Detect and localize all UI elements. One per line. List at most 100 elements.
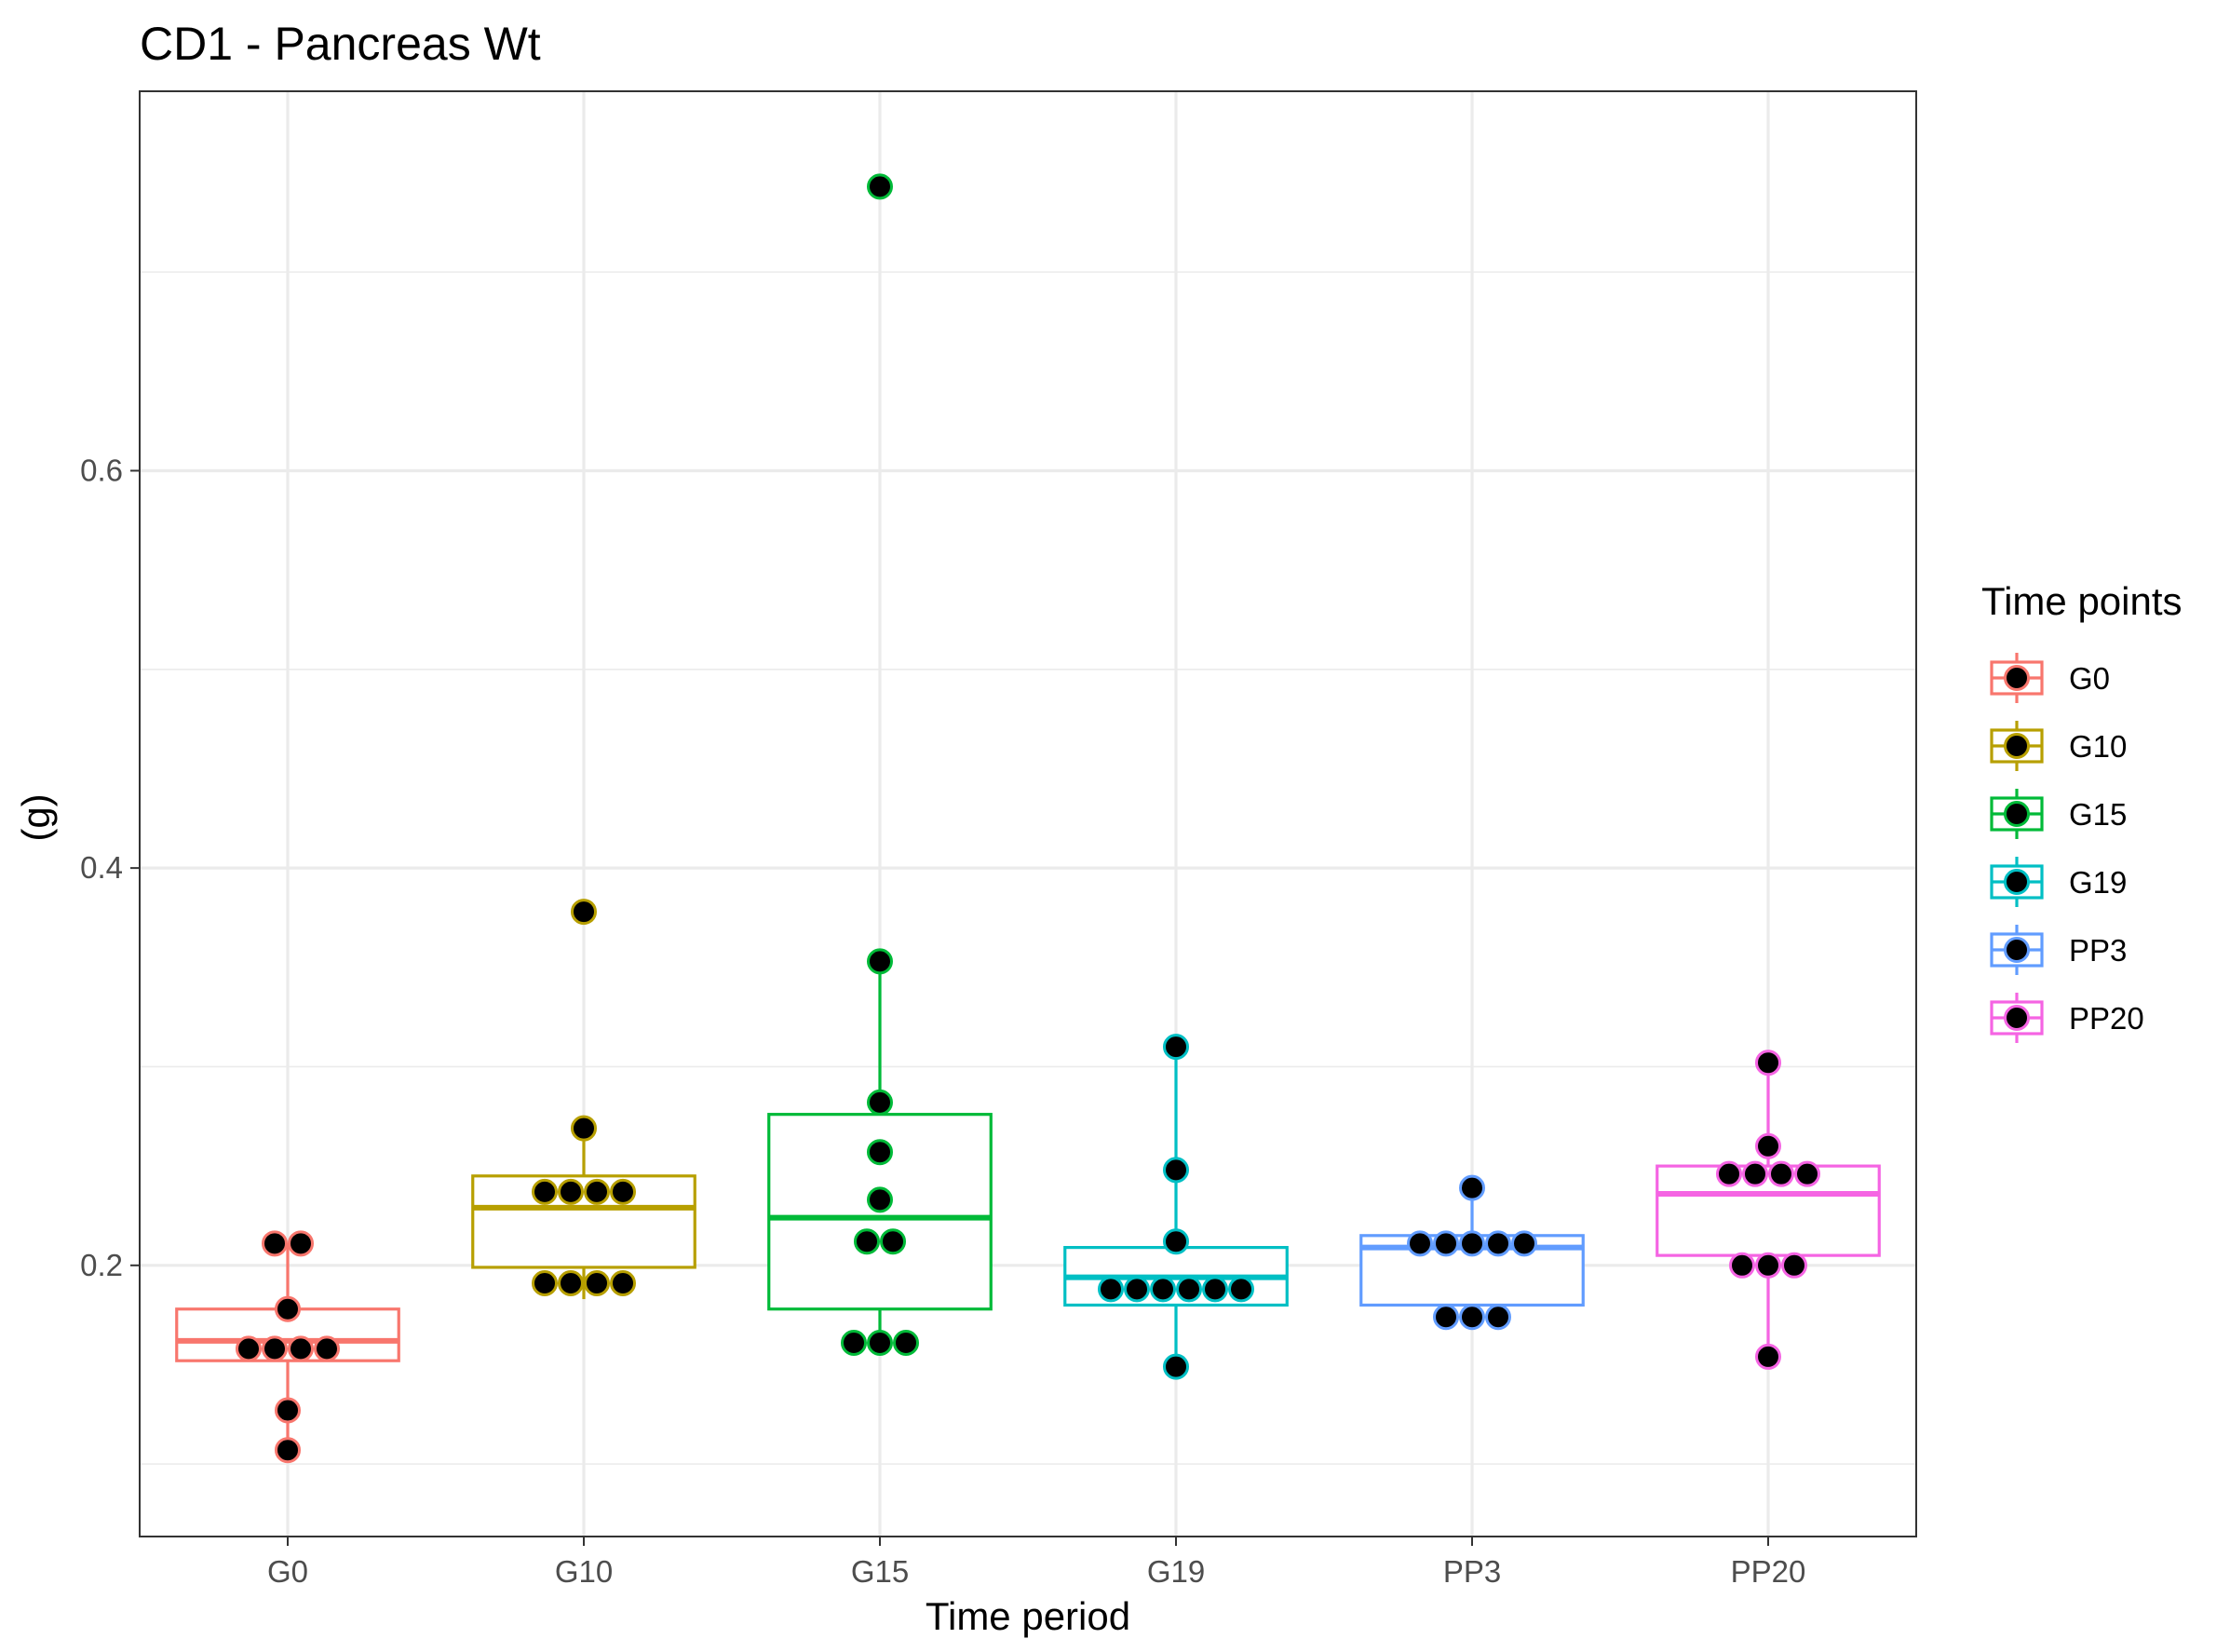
data-point: [1433, 1304, 1459, 1331]
data-point: [610, 1178, 636, 1205]
data-point: [584, 1178, 610, 1205]
data-point: [1781, 1252, 1807, 1279]
data-point: [584, 1270, 610, 1296]
data-point: [1459, 1174, 1485, 1201]
legend-key-point: [2004, 665, 2030, 691]
data-point: [1755, 1252, 1781, 1279]
data-point: [1163, 1353, 1189, 1380]
points-layer: [236, 173, 1820, 1464]
data-point: [1163, 1034, 1189, 1061]
data-point: [558, 1270, 584, 1296]
data-point: [1407, 1230, 1433, 1257]
data-point: [867, 173, 893, 200]
data-point: [867, 1089, 893, 1116]
x-tick-label: PP20: [1731, 1554, 1806, 1589]
data-point: [854, 1228, 880, 1255]
box-PP20: [1656, 1063, 1881, 1357]
legend-label: PP20: [2069, 1001, 2144, 1036]
data-point: [275, 1295, 301, 1322]
legend: Time points G0 G10 G15 G19 PP3 PP20: [1981, 579, 2183, 1043]
data-point: [275, 1397, 301, 1424]
data-point: [880, 1228, 906, 1255]
data-point: [275, 1437, 301, 1464]
data-point: [1729, 1252, 1755, 1279]
plot-panel-border: [139, 90, 1917, 1537]
data-point: [1511, 1230, 1537, 1257]
data-point: [1433, 1230, 1459, 1257]
legend-key-point: [2004, 801, 2030, 827]
legend-item-PP3: PP3: [1990, 925, 2127, 975]
data-point: [1794, 1160, 1820, 1187]
data-point: [867, 1330, 893, 1356]
x-tick-label: G0: [267, 1554, 308, 1589]
data-point: [1228, 1276, 1254, 1303]
data-point: [841, 1330, 867, 1356]
iqr-box: [1656, 1164, 1881, 1257]
data-point: [532, 1178, 558, 1205]
legend-item-G10: G10: [1990, 721, 2127, 771]
data-point: [1755, 1343, 1781, 1370]
legend-item-G15: G15: [1990, 789, 2127, 839]
iqr-box: [471, 1174, 696, 1269]
data-point: [262, 1335, 288, 1362]
data-point: [288, 1230, 314, 1257]
data-point: [1755, 1132, 1781, 1159]
data-point: [1176, 1276, 1202, 1303]
chart-title: CD1 - Pancreas Wt: [140, 18, 541, 70]
data-point: [893, 1330, 919, 1356]
data-point: [1163, 1228, 1189, 1255]
legend-label: G10: [2069, 729, 2127, 764]
y-tick-label: 0.4: [80, 850, 123, 885]
y-tick-label: 0.6: [80, 453, 123, 487]
data-point: [1485, 1304, 1511, 1331]
data-point: [1485, 1230, 1511, 1257]
data-point: [1150, 1276, 1176, 1303]
data-point: [314, 1335, 340, 1362]
y-axis-title: (g): [14, 793, 58, 841]
x-tick-label: G19: [1147, 1554, 1205, 1589]
legend-key-point: [2004, 1005, 2030, 1031]
data-point: [1202, 1276, 1228, 1303]
data-point: [1124, 1276, 1150, 1303]
y-tick-label: 0.2: [80, 1248, 123, 1282]
x-axis: G0 G10 G15 G19 PP3 PP20: [267, 1537, 1805, 1589]
box-G10: [471, 1128, 696, 1300]
data-point: [236, 1335, 262, 1362]
data-point: [610, 1270, 636, 1296]
data-point: [1459, 1230, 1485, 1257]
legend-label: G15: [2069, 797, 2127, 832]
grid-lines: [140, 91, 1916, 1537]
data-point: [1742, 1160, 1768, 1187]
legend-label: G19: [2069, 865, 2127, 900]
data-point: [1098, 1276, 1124, 1303]
data-point: [288, 1335, 314, 1362]
box-G19: [1063, 1047, 1289, 1367]
y-axis: 0.2 0.4 0.6: [80, 453, 140, 1282]
x-tick-label: PP3: [1443, 1554, 1501, 1589]
legend-label: G0: [2069, 661, 2110, 696]
boxes-layer: [175, 961, 1881, 1451]
legend-item-PP20: PP20: [1990, 993, 2144, 1043]
x-tick-label: G15: [851, 1554, 909, 1589]
legend-key-point: [2004, 869, 2030, 895]
data-point: [867, 1186, 893, 1213]
legend-label: PP3: [2069, 933, 2127, 968]
data-point: [1716, 1160, 1742, 1187]
data-point: [558, 1178, 584, 1205]
data-point: [1768, 1160, 1794, 1187]
legend-key-point: [2004, 937, 2030, 963]
data-point: [262, 1230, 288, 1257]
data-point: [867, 948, 893, 975]
data-point: [1459, 1304, 1485, 1331]
x-tick-label: G10: [555, 1554, 613, 1589]
data-point: [571, 1115, 597, 1142]
data-point: [1163, 1157, 1189, 1184]
data-point: [1755, 1049, 1781, 1077]
legend-title: Time points: [1981, 579, 2183, 623]
legend-item-G19: G19: [1990, 857, 2127, 907]
data-point: [532, 1270, 558, 1296]
legend-item-G0: G0: [1990, 653, 2110, 703]
data-point: [571, 899, 597, 926]
x-axis-title: Time period: [926, 1594, 1130, 1638]
